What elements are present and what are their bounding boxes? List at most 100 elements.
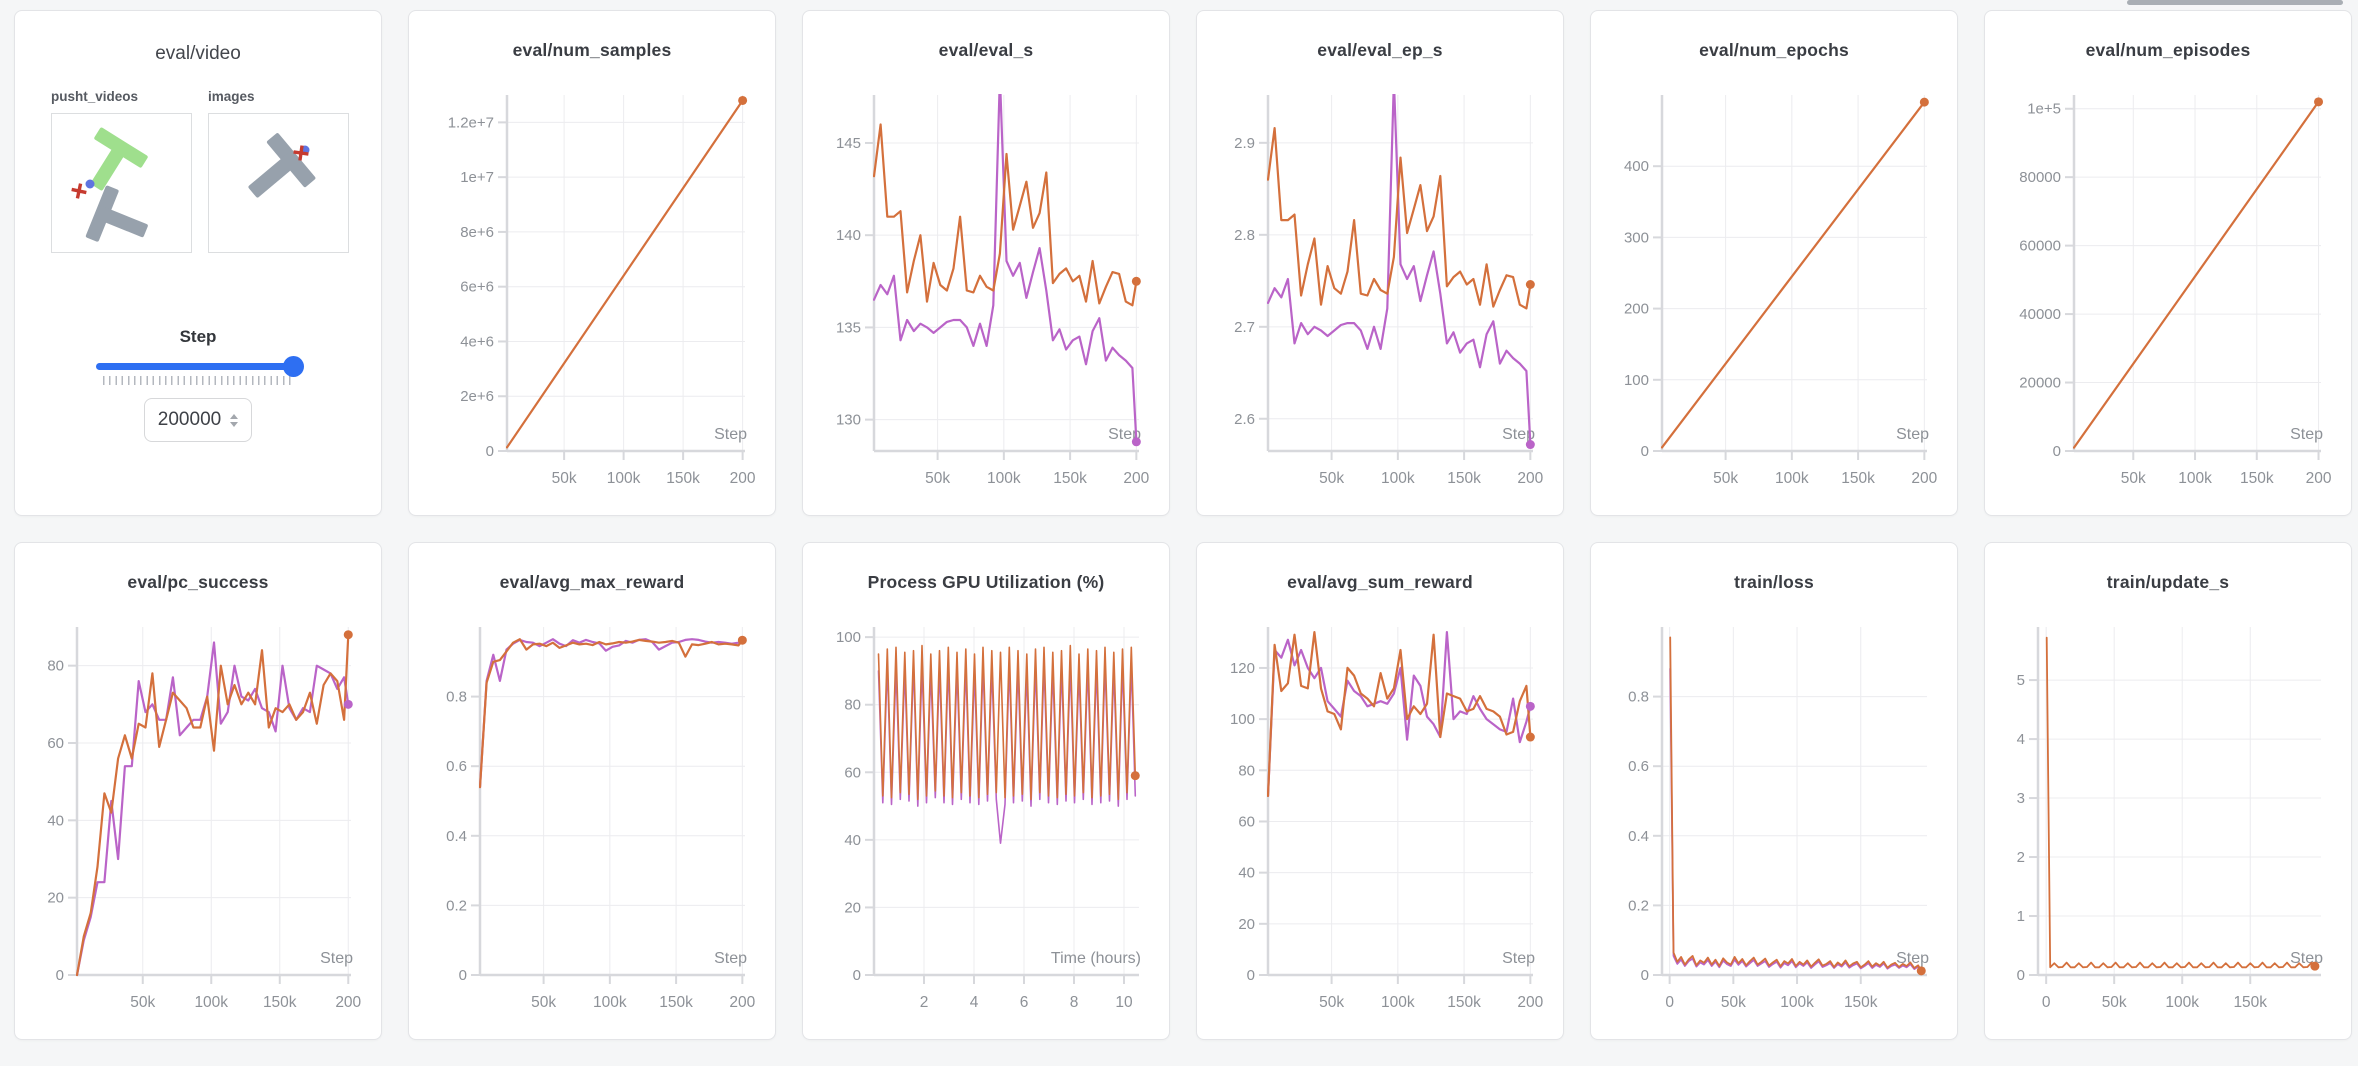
slider-track[interactable] — [96, 363, 300, 370]
chart-eval-eval-s[interactable]: 50k 100k 150k 200 130 135 140 145 Step — [803, 87, 1170, 516]
svg-text:0: 0 — [56, 967, 64, 984]
step-slider-label: Step — [179, 327, 217, 346]
media-label: images — [208, 89, 255, 104]
panel-eval-num-samples: eval/num_samples 50k 100k 150k 200 0 2e+6 4e+6… — [408, 10, 776, 516]
chart-title: train/update_s — [2106, 572, 2230, 592]
chart-eval-eval-ep-s[interactable]: 50k 100k 150k 200 2.6 2.7 2.8 2.9 Step — [1197, 87, 1564, 516]
svg-text:200: 200 — [1911, 470, 1937, 487]
panel-eval-avg-max-reward: eval/avg_max_reward 50k 100k 150k 200 0 0.2 0.… — [408, 542, 776, 1040]
chart-eval-num-samples[interactable]: 50k 100k 150k 200 0 2e+6 4e+6 6e+6 8e+6 1e+7 1.2e+… — [409, 87, 776, 516]
stepper-icons — [230, 413, 239, 427]
svg-text:0.6: 0.6 — [1628, 758, 1649, 775]
svg-text:200: 200 — [1624, 301, 1649, 318]
panel-eval-eval-s: eval/eval_s 50k 100k 150k 200 130 135 140 145 St… — [802, 10, 1170, 516]
svg-text:0.2: 0.2 — [446, 897, 467, 914]
svg-text:100k: 100k — [2178, 470, 2212, 487]
svg-text:8e+6: 8e+6 — [460, 224, 494, 241]
media-item-images: images — [208, 89, 349, 253]
svg-text:Step: Step — [2290, 426, 2323, 443]
svg-text:0.2: 0.2 — [1628, 897, 1649, 914]
gray-t-block — [248, 133, 316, 198]
svg-text:200: 200 — [729, 994, 755, 1011]
svg-text:8: 8 — [1070, 994, 1079, 1011]
svg-text:3: 3 — [2017, 790, 2025, 807]
svg-text:100: 100 — [1624, 372, 1649, 389]
svg-text:0.8: 0.8 — [446, 689, 467, 706]
svg-text:60000: 60000 — [2019, 238, 2061, 255]
chart-title: eval/eval_s — [938, 40, 1034, 60]
panel-train-update-s: train/update_s 0 50k 100k 150k 0 1 2 3 4 5 Step — [1984, 542, 2352, 1040]
svg-text:400: 400 — [1624, 158, 1649, 175]
svg-text:100: 100 — [1230, 711, 1255, 728]
svg-text:Time (hours): Time (hours) — [1051, 950, 1141, 967]
panel-eval-num-epochs: eval/num_epochs 50k 100k 150k 200 0 100 200 300… — [1590, 10, 1958, 516]
svg-text:5: 5 — [2017, 672, 2025, 689]
step-number-input[interactable]: 200000 — [144, 398, 252, 442]
svg-text:20: 20 — [47, 890, 64, 907]
agent-dot — [85, 179, 95, 189]
svg-text:100k: 100k — [2165, 994, 2199, 1011]
svg-text:40000: 40000 — [2019, 306, 2061, 323]
chart-train-loss[interactable]: 0 50k 100k 150k 0 0.2 0.4 0.6 0.8 Step — [1591, 619, 1958, 1040]
target-cross-icon — [71, 183, 87, 199]
svg-text:20: 20 — [844, 899, 861, 916]
svg-text:150k: 150k — [659, 994, 693, 1011]
svg-text:40: 40 — [844, 832, 861, 849]
svg-text:50k: 50k — [1721, 994, 1746, 1011]
svg-text:0: 0 — [853, 967, 861, 984]
step-value[interactable]: 200000 — [157, 409, 222, 430]
svg-text:Step: Step — [1108, 426, 1141, 443]
images-thumbnail[interactable] — [208, 113, 349, 253]
svg-text:0.8: 0.8 — [1628, 689, 1649, 706]
svg-text:0.6: 0.6 — [446, 758, 467, 775]
chart-eval-num-episodes[interactable]: 50k 100k 150k 200 0 20000 40000 60000 80000 1e+5 S… — [1985, 87, 2352, 516]
chart-eval-num-epochs[interactable]: 50k 100k 150k 200 0 100 200 300 400 Step — [1591, 87, 1958, 516]
svg-text:0: 0 — [459, 967, 467, 984]
media-item-pusht-videos: pusht_videos — [51, 89, 192, 253]
panel-eval-num-episodes: eval/num_episodes 50k 100k 150k 200 0 20000 40… — [1984, 10, 2352, 516]
svg-text:50k: 50k — [1713, 470, 1738, 487]
svg-text:60: 60 — [1238, 813, 1255, 830]
chart-title: eval/avg_max_reward — [499, 572, 685, 592]
slider-thumb[interactable] — [283, 356, 304, 377]
svg-text:50k: 50k — [1319, 470, 1344, 487]
svg-text:0: 0 — [2053, 443, 2061, 460]
svg-text:100k: 100k — [987, 470, 1021, 487]
svg-text:150k: 150k — [2240, 470, 2274, 487]
chart-title: eval/num_epochs — [1699, 40, 1849, 60]
svg-text:80000: 80000 — [2019, 169, 2061, 186]
svg-text:0: 0 — [2017, 967, 2025, 984]
chart-eval-avg-max-reward[interactable]: 50k 100k 150k 200 0 0.2 0.4 0.6 0.8 Step — [409, 619, 776, 1040]
svg-text:20: 20 — [1238, 916, 1255, 933]
svg-text:50k: 50k — [130, 994, 155, 1011]
step-slider[interactable] — [96, 356, 304, 377]
media-label: pusht_videos — [51, 89, 139, 104]
svg-text:150k: 150k — [263, 994, 297, 1011]
svg-text:100k: 100k — [1381, 994, 1415, 1011]
svg-text:145: 145 — [836, 135, 861, 152]
svg-text:50k: 50k — [552, 470, 577, 487]
stepper-up-icon[interactable] — [230, 413, 239, 419]
svg-text:6e+6: 6e+6 — [460, 279, 494, 296]
svg-text:Step: Step — [320, 950, 353, 967]
panel-eval-avg-sum-reward: eval/avg_sum_reward 50k 100k 150k 200 0 20 40 6… — [1196, 542, 1564, 1040]
panel-eval-pc-success: eval/pc_success 50k 100k 150k 200 0 20 40 60 80 S… — [14, 542, 382, 1040]
chart-title: eval/avg_sum_reward — [1287, 572, 1473, 592]
panel-train-loss: train/loss 0 50k 100k 150k 0 0.2 0.4 0.6 0.8 Step — [1590, 542, 1958, 1040]
svg-text:135: 135 — [836, 319, 861, 336]
chart-eval-avg-sum-reward[interactable]: 50k 100k 150k 200 0 20 40 60 80 100 120 Step — [1197, 619, 1564, 1040]
panel-eval-video: eval/video pusht_videos — [14, 10, 382, 516]
svg-text:2: 2 — [2017, 849, 2025, 866]
svg-text:0: 0 — [2042, 994, 2051, 1011]
svg-text:80: 80 — [47, 658, 64, 675]
pusht-video-thumbnail[interactable] — [51, 113, 192, 253]
svg-text:40: 40 — [47, 812, 64, 829]
slider-tick-marks — [103, 376, 293, 385]
horizontal-scrollbar-thumb[interactable] — [2127, 0, 2343, 5]
stepper-down-icon[interactable] — [230, 421, 239, 427]
chart-title: Process GPU Utilization (%) — [867, 572, 1105, 592]
svg-text:150k: 150k — [1053, 470, 1087, 487]
chart-eval-pc-success[interactable]: 50k 100k 150k 200 0 20 40 60 80 Step — [15, 619, 382, 1040]
